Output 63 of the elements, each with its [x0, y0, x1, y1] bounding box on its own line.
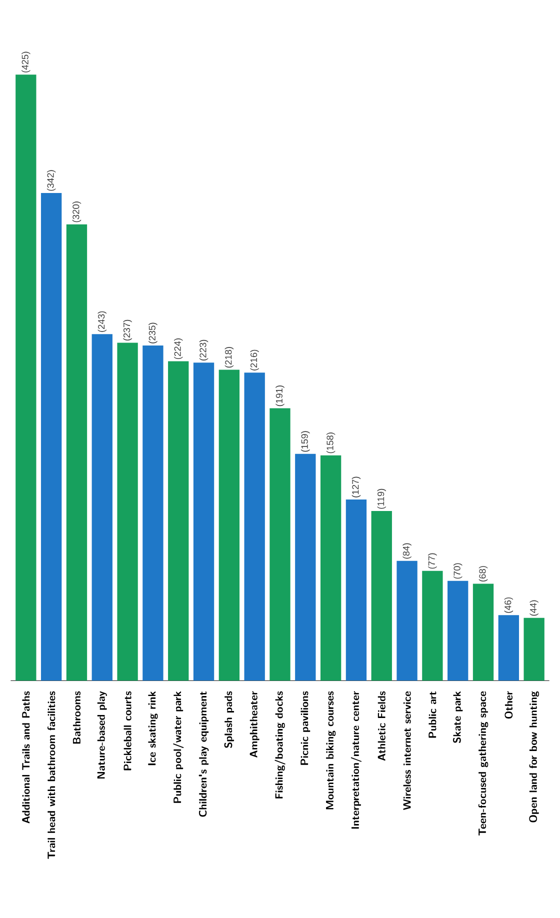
data-label: (216): [250, 350, 259, 370]
x-tick-label: Public art: [428, 691, 436, 738]
x-tick-label: Amphitheater: [250, 691, 260, 758]
data-label: (70): [454, 563, 462, 579]
x-tick-label: Children's play equipment: [198, 691, 209, 817]
data-label: (159): [301, 431, 310, 452]
bar: [472, 584, 494, 681]
x-tick-label: Additional Trails and Paths: [22, 691, 30, 824]
data-label: (77): [428, 553, 437, 569]
bar: [117, 342, 138, 681]
data-label: (425): [22, 52, 30, 72]
x-tick-label: Skate park: [453, 691, 463, 743]
bar: [66, 224, 88, 681]
data-label: (46): [504, 597, 514, 613]
x-tick-label: Mountain biking courses: [326, 691, 336, 810]
x-tick-label: Splash pads: [224, 691, 234, 748]
data-label: (223): [199, 340, 208, 360]
x-tick-label: Pickleball courts: [124, 691, 132, 770]
bar: [498, 615, 520, 681]
bar: [448, 580, 468, 681]
bar: [40, 192, 62, 681]
x-tick-label: Trail head with bathroom facilities: [47, 691, 56, 859]
data-label: (224): [174, 338, 183, 360]
bar: [92, 334, 112, 681]
data-label: (84): [402, 543, 412, 559]
data-label: (127): [352, 476, 361, 498]
x-tick-label: Nature-based play: [97, 691, 107, 779]
x-tick-label: Bathrooms: [72, 691, 80, 744]
data-label: (119): [377, 488, 386, 509]
data-label: (243): [98, 311, 106, 332]
bar: [346, 500, 367, 681]
bar: [168, 361, 189, 681]
bar: [295, 454, 316, 681]
data-label: (342): [46, 170, 56, 191]
data-label: (218): [224, 346, 234, 368]
bar: [142, 346, 164, 681]
data-label: (44): [530, 600, 538, 616]
bar: [193, 362, 214, 681]
bar: [218, 370, 240, 681]
x-tick-label: Interpretation/nature center: [350, 691, 362, 829]
data-label: (237): [123, 320, 132, 341]
x-tick-label: Wireless internet service: [403, 691, 411, 810]
data-label: (235): [148, 322, 158, 344]
x-tick-label: Open land for bow hunting: [529, 691, 539, 822]
bar: [320, 455, 342, 681]
x-tick-label: Athletic Fields: [378, 691, 386, 761]
data-label: (320): [72, 202, 82, 222]
bar: [16, 74, 36, 681]
bar: [396, 560, 418, 681]
x-tick-label: Ice skating rink: [148, 691, 158, 766]
data-label: (191): [276, 385, 284, 406]
bar: [371, 510, 392, 681]
bar: [244, 372, 265, 681]
bar: [422, 570, 443, 681]
data-label: (158): [326, 432, 336, 454]
bar: [270, 408, 290, 681]
x-tick-label: Other: [504, 691, 513, 719]
x-tick-label: Teen-focused gathering space: [478, 691, 488, 836]
x-tick-label: Picnic pavilions: [300, 691, 310, 765]
bar: [524, 618, 544, 681]
data-label: (68): [478, 566, 488, 582]
x-tick-label: Public pool/water park: [173, 691, 184, 803]
x-tick-label: Fishing/boating docks: [274, 691, 286, 798]
